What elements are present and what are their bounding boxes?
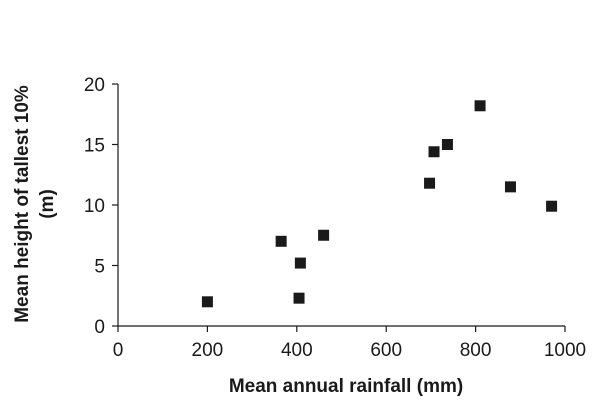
y-axis-title-line2: (m) — [37, 189, 58, 219]
y-tick-label: 5 — [94, 257, 105, 278]
y-tick-label: 15 — [84, 136, 105, 157]
scatter-point — [424, 177, 436, 189]
scatter-point — [294, 257, 306, 269]
y-tick-label: 20 — [84, 75, 105, 96]
x-tick-label: 600 — [370, 340, 402, 361]
x-tick-label: 400 — [281, 340, 313, 361]
scatter-point — [275, 235, 287, 247]
y-axis-title-line1: Mean height of tallest 10% — [12, 85, 33, 323]
scatter-point — [504, 181, 516, 193]
scatter-point — [441, 139, 453, 150]
scatter-point — [318, 229, 330, 241]
scatter-point — [293, 292, 305, 304]
x-axis-ticks: 0 200 400 600 800 1000 — [113, 326, 586, 361]
scatter-point — [428, 146, 440, 158]
data-points — [201, 100, 558, 308]
y-tick-label: 0 — [94, 317, 105, 338]
scatter-point — [474, 100, 486, 112]
x-tick-label: 800 — [460, 340, 492, 361]
x-axis-title: Mean annual rainfall (mm) — [229, 376, 463, 397]
y-axis-ticks: 0 5 10 15 20 — [84, 75, 118, 338]
x-tick-label: 1000 — [544, 340, 586, 361]
x-tick-label: 0 — [113, 340, 124, 361]
scatter-point — [546, 200, 558, 212]
scatter-point — [201, 296, 213, 308]
x-tick-label: 200 — [192, 340, 224, 361]
y-tick-label: 10 — [84, 196, 105, 217]
